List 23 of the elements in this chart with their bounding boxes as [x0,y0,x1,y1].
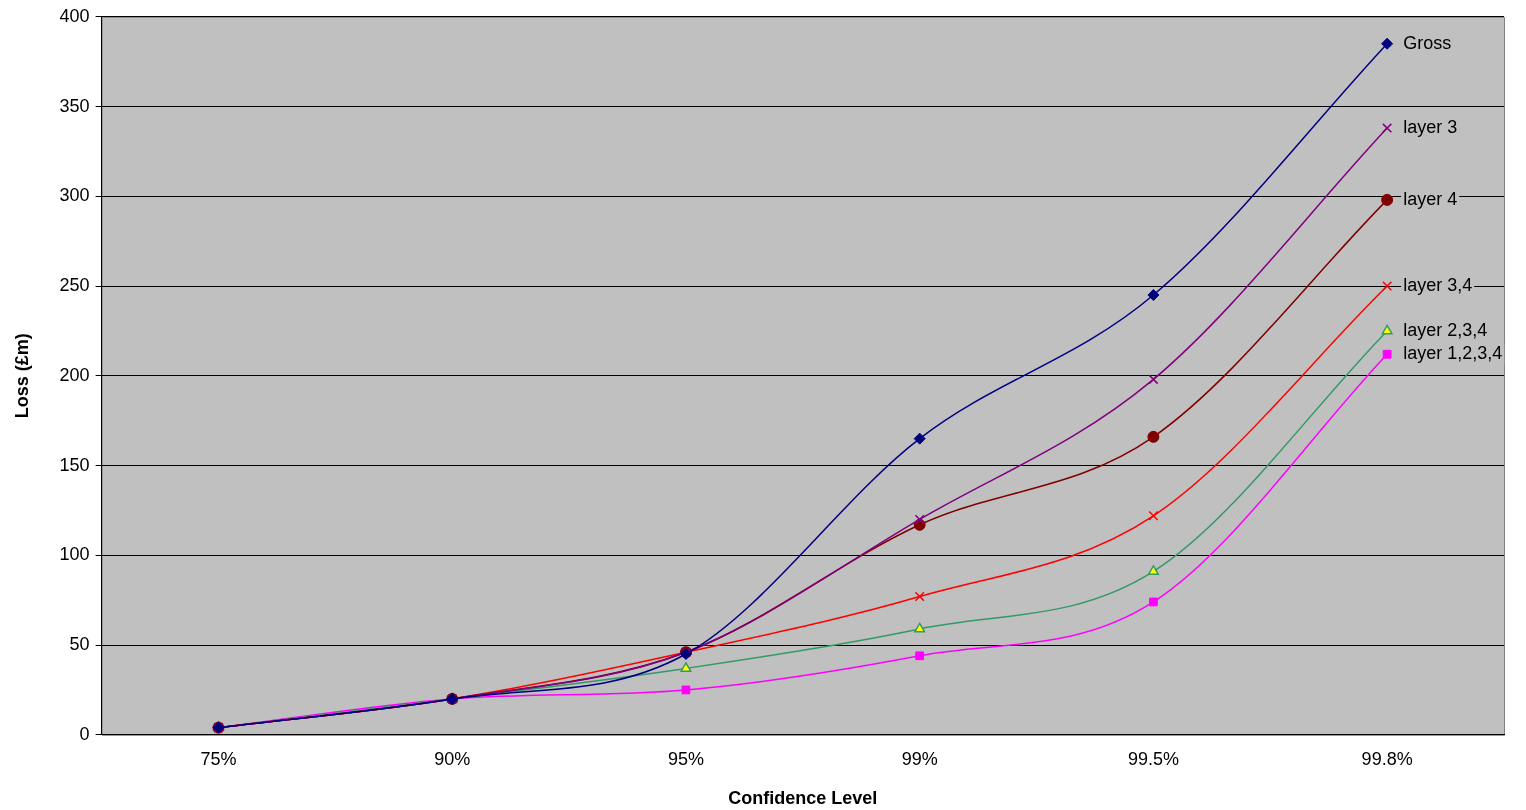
series-label: layer 4 [1403,188,1458,209]
series-label: Gross [1403,32,1452,53]
y-tick-label: 100 [59,544,90,565]
series-label: layer 3,4 [1403,275,1473,296]
series-label: layer 1,2,3,4 [1403,343,1503,364]
y-tick-label: 150 [59,454,90,475]
x-axis-title: Confidence Level [728,788,878,809]
series-label: layer 2,3,4 [1403,319,1488,340]
x-tick-label: 90% [434,748,471,769]
y-axis-title: Loss (£m) [11,333,32,419]
y-tick-label: 300 [59,185,90,206]
y-tick-label: 200 [59,364,90,385]
x-tick-label: 99% [901,748,938,769]
x-tick-label: 95% [667,748,704,769]
series-label: layer 3 [1403,117,1458,138]
x-tick-label: 75% [200,748,237,769]
y-tick-label: 0 [79,723,90,744]
y-tick-label: 50 [69,634,90,655]
y-tick-label: 250 [59,275,90,296]
x-tick-label: 99.5% [1127,748,1179,769]
y-tick-label: 400 [59,5,90,26]
x-tick-label: 99.8% [1361,748,1413,769]
y-tick-label: 350 [59,95,90,116]
